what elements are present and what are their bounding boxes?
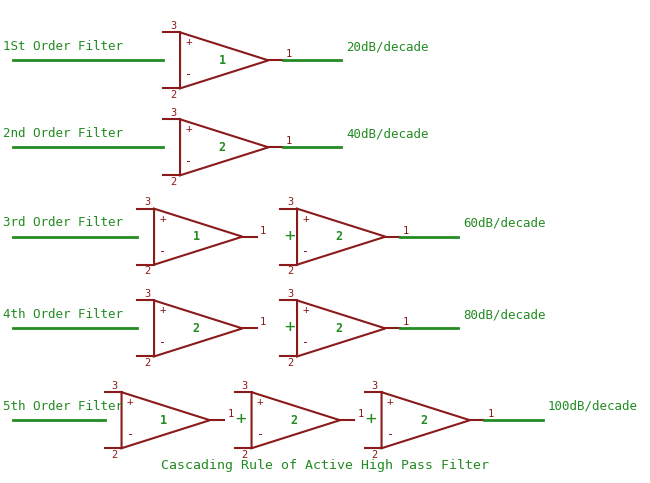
Text: 2: 2 (335, 322, 343, 335)
Text: 1: 1 (403, 226, 409, 236)
Text: 40dB/decade: 40dB/decade (346, 127, 429, 140)
Text: -: - (302, 337, 309, 349)
Text: 3: 3 (144, 197, 150, 207)
Text: 1: 1 (227, 409, 233, 419)
Text: -: - (159, 337, 166, 349)
Text: +: + (387, 397, 394, 407)
Text: 1: 1 (260, 317, 266, 327)
Text: 2: 2 (287, 358, 293, 368)
Text: 100dB/decade: 100dB/decade (548, 400, 638, 413)
Text: -: - (185, 156, 192, 169)
Text: 3: 3 (170, 21, 176, 31)
Text: -: - (257, 428, 264, 441)
Text: 2: 2 (218, 141, 226, 154)
Text: 2: 2 (335, 230, 343, 243)
Text: 2: 2 (287, 266, 293, 276)
Text: 3: 3 (170, 108, 176, 118)
Text: +: + (185, 124, 192, 134)
Text: 2: 2 (144, 266, 150, 276)
Text: 1: 1 (488, 409, 493, 419)
Text: +: + (284, 318, 294, 337)
Text: +: + (127, 397, 134, 407)
Text: -: - (127, 428, 134, 441)
Text: 1: 1 (286, 136, 292, 146)
Text: +: + (302, 305, 309, 315)
Text: +: + (284, 227, 294, 245)
Text: 2: 2 (242, 450, 248, 460)
Text: 1: 1 (160, 414, 167, 426)
Text: -: - (185, 69, 192, 81)
Text: 2: 2 (170, 177, 176, 187)
Text: 2: 2 (372, 450, 378, 460)
Text: 1: 1 (358, 409, 363, 419)
Text: -: - (387, 428, 394, 441)
Text: 3rd Order Filter: 3rd Order Filter (3, 216, 124, 229)
Text: 2: 2 (112, 450, 118, 460)
Text: 5th Order Filter: 5th Order Filter (3, 400, 124, 413)
Text: 1: 1 (260, 226, 266, 236)
Text: 20dB/decade: 20dB/decade (346, 40, 429, 53)
Text: 2: 2 (192, 322, 200, 335)
Text: Cascading Rule of Active High Pass Filter: Cascading Rule of Active High Pass Filte… (161, 459, 489, 472)
Text: +: + (159, 213, 166, 224)
Text: 3: 3 (287, 289, 293, 299)
Text: +: + (235, 410, 246, 428)
Text: +: + (365, 410, 376, 428)
Text: 3: 3 (287, 197, 293, 207)
Text: 1: 1 (403, 317, 409, 327)
Text: 3: 3 (372, 381, 378, 391)
Text: 4th Order Filter: 4th Order Filter (3, 308, 124, 321)
Text: +: + (302, 213, 309, 224)
Text: 3: 3 (242, 381, 248, 391)
Text: 80dB/decade: 80dB/decade (463, 308, 546, 321)
Text: -: - (302, 245, 309, 258)
Text: 2: 2 (144, 358, 150, 368)
Text: 3: 3 (112, 381, 118, 391)
Text: 2nd Order Filter: 2nd Order Filter (3, 127, 124, 140)
Text: 60dB/decade: 60dB/decade (463, 216, 546, 229)
Text: -: - (159, 245, 166, 258)
Text: +: + (257, 397, 264, 407)
Text: 2: 2 (420, 414, 427, 426)
Text: +: + (185, 37, 192, 47)
Text: 1: 1 (286, 49, 292, 59)
Text: 1St Order Filter: 1St Order Filter (3, 40, 124, 53)
Text: 1: 1 (192, 230, 200, 243)
Text: 2: 2 (290, 414, 297, 426)
Text: 2: 2 (170, 90, 176, 100)
Text: 3: 3 (144, 289, 150, 299)
Text: +: + (159, 305, 166, 315)
Text: 1: 1 (218, 54, 226, 67)
